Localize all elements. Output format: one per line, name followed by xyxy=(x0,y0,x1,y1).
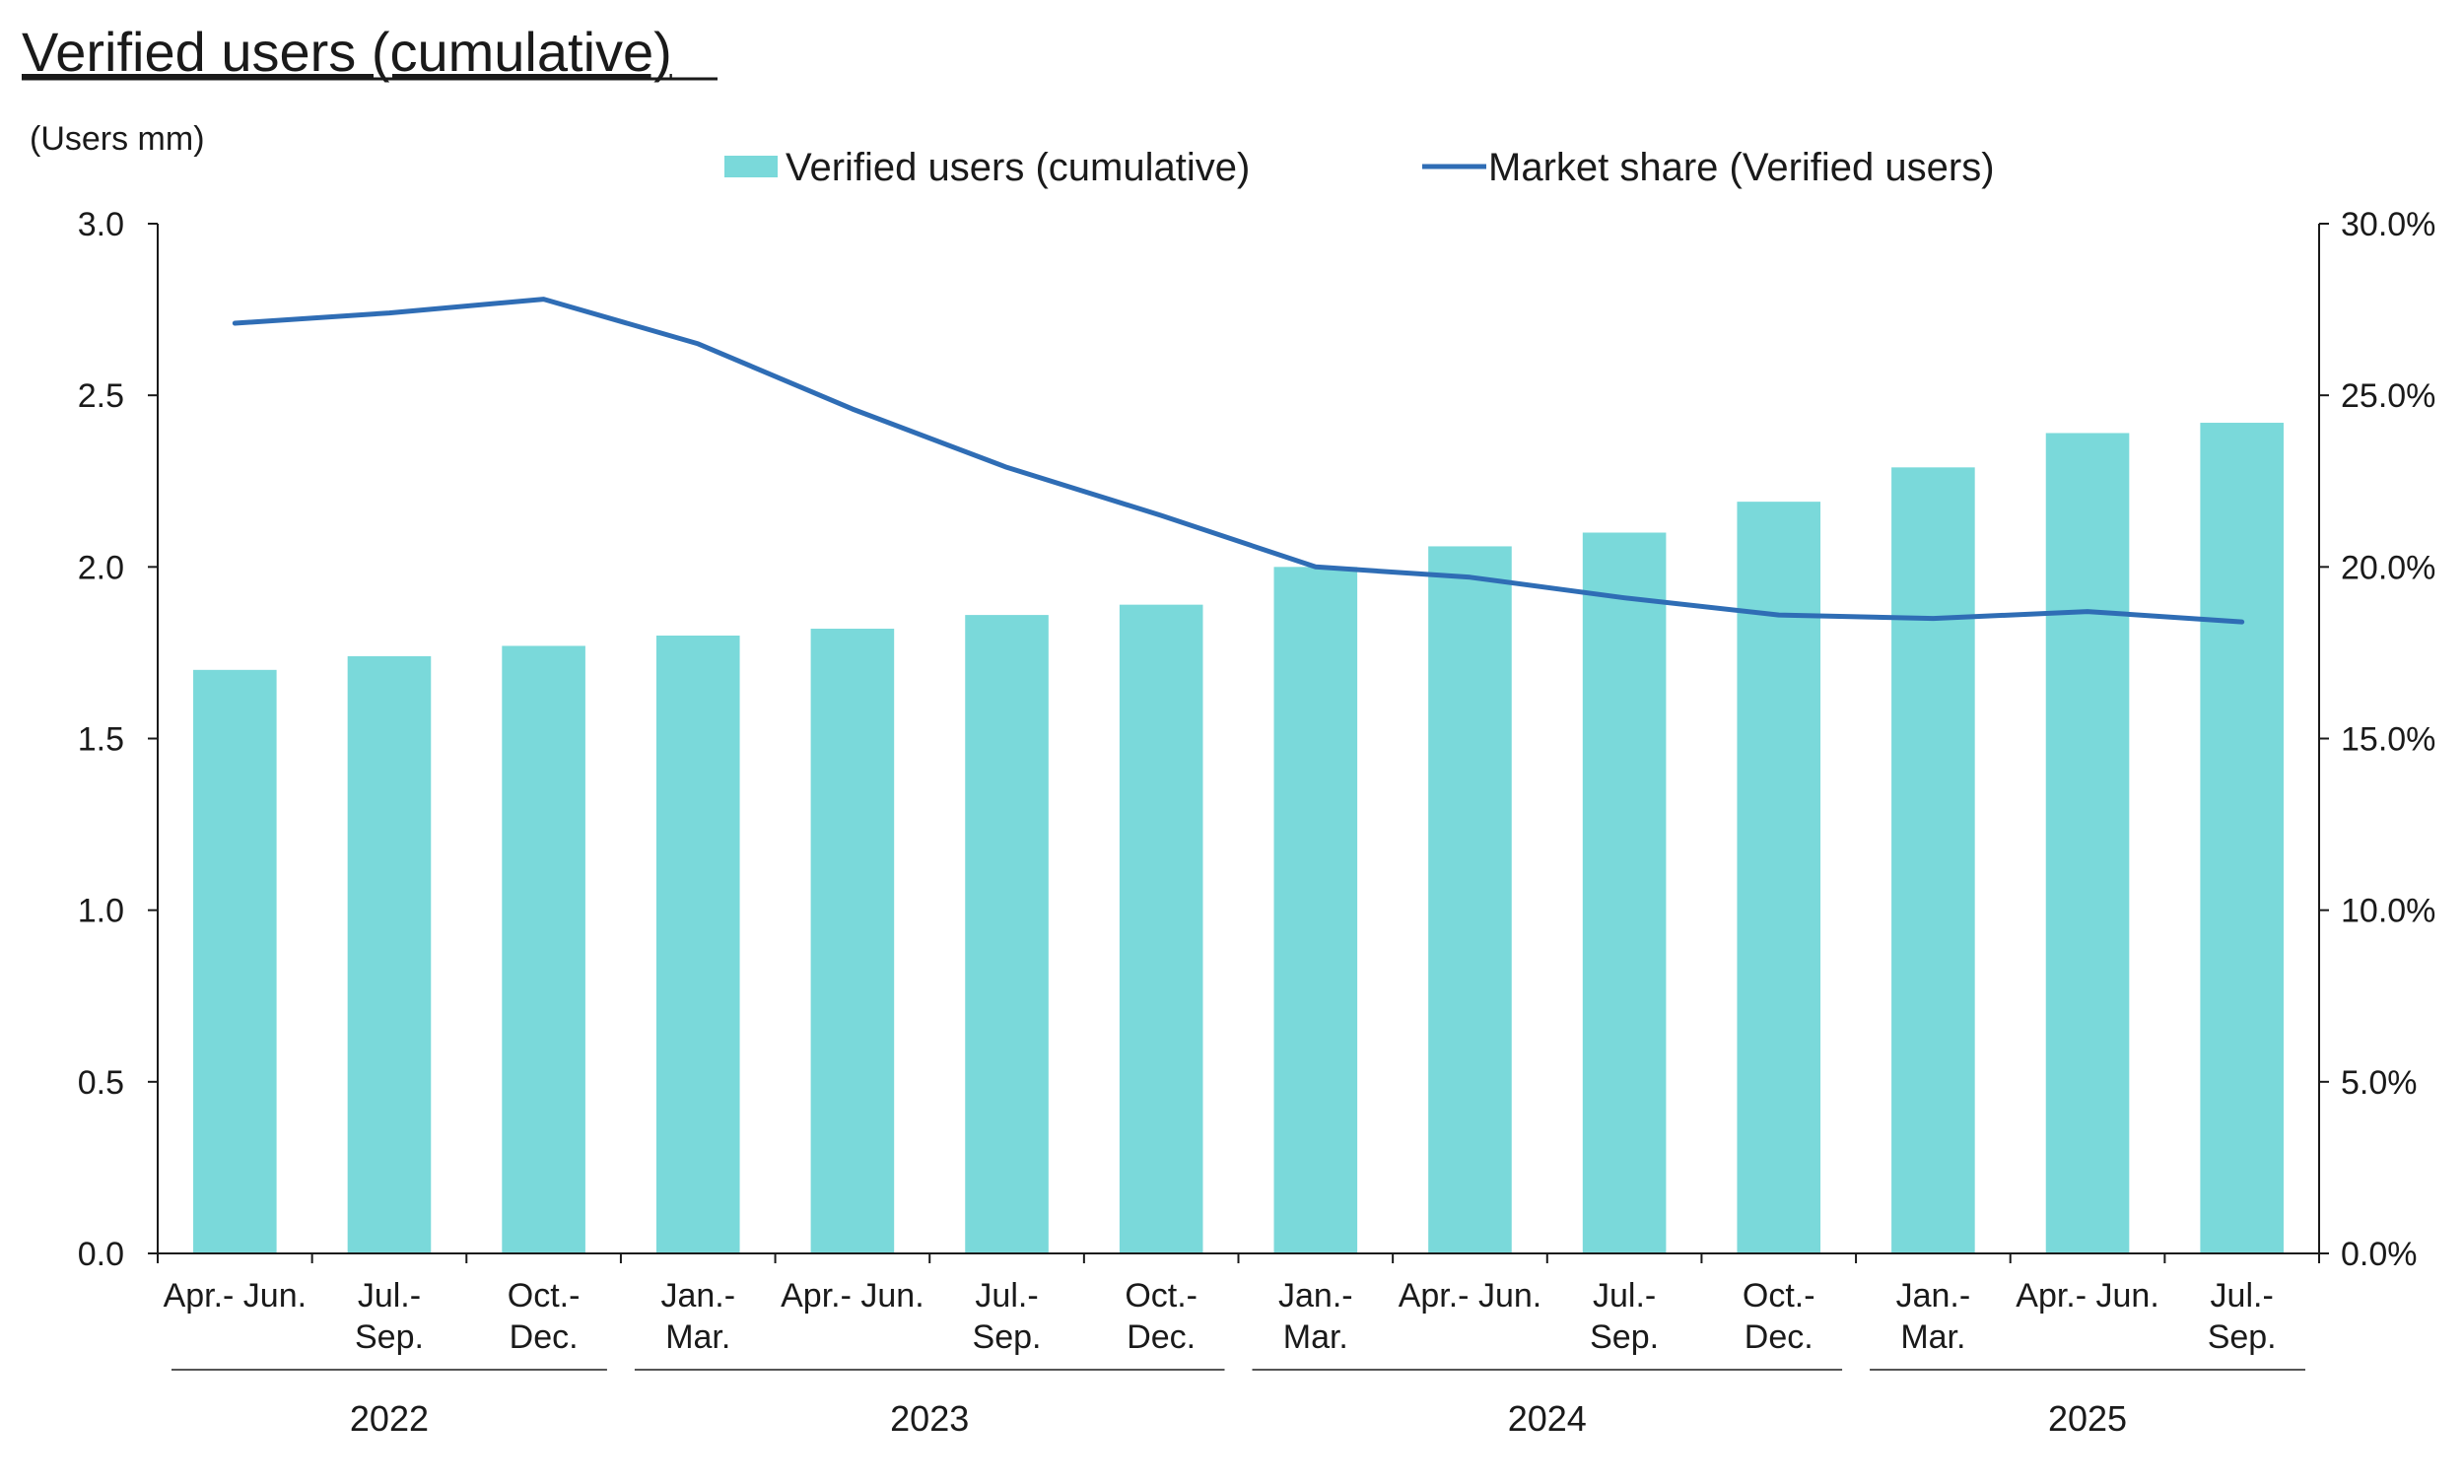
x-tick-label-9: Jul.-Sep. xyxy=(1590,1277,1659,1356)
bar-11 xyxy=(1891,467,1975,1254)
x-tick-label-1: Jul.-Sep. xyxy=(355,1277,424,1356)
y-unit-label: (Users mm) xyxy=(30,120,205,158)
line-point-6 xyxy=(1160,514,1163,517)
legend-bar-swatch xyxy=(724,156,778,177)
line-point-3 xyxy=(697,342,700,345)
line-point-13 xyxy=(2240,621,2243,624)
legend: Verified users (cumulative) Market share… xyxy=(724,146,1995,189)
line-point-8 xyxy=(1469,575,1472,578)
x-tick-label-7: Jan.-Mar. xyxy=(1278,1277,1353,1356)
bar-5 xyxy=(965,615,1049,1253)
bar-13 xyxy=(2200,423,2284,1253)
x-tick-label-0: Apr.- Jun. xyxy=(164,1277,308,1315)
x-tick-label-8: Apr.- Jun. xyxy=(1399,1277,1542,1315)
line-point-12 xyxy=(2087,610,2089,613)
bar-6 xyxy=(1119,604,1203,1253)
x-tick-label-2: Oct.-Dec. xyxy=(508,1277,581,1356)
bar-8 xyxy=(1428,546,1512,1253)
line-point-1 xyxy=(387,311,390,314)
legend-line-label: Market share (Verified users) xyxy=(1488,146,1995,189)
y-left-tick-label-5: 2.5 xyxy=(78,377,124,415)
bar-2 xyxy=(502,645,585,1253)
line-point-10 xyxy=(1777,614,1780,617)
bar-12 xyxy=(2045,433,2130,1253)
y-left-tick-label-0: 0.0 xyxy=(78,1236,124,1273)
year-label-2025: 2025 xyxy=(2048,1398,2127,1439)
y-left-tick-label-2: 1.0 xyxy=(78,893,124,930)
y-right-tick-label-6: 30.0% xyxy=(2341,206,2435,243)
bars-layer xyxy=(193,423,2284,1254)
line-point-9 xyxy=(1623,596,1626,599)
chart-title: Verified users (cumulative) xyxy=(22,21,672,83)
x-tick-label-12: Apr.- Jun. xyxy=(2016,1277,2159,1315)
x-tick-label-3: Jan.-Mar. xyxy=(660,1277,735,1356)
x-tick-label-10: Oct.-Dec. xyxy=(1743,1277,1815,1356)
y-left-tick-label-3: 1.5 xyxy=(78,721,124,759)
y-right-tick-label-5: 25.0% xyxy=(2341,377,2435,415)
axes-layer: 0.0 0.5 1.0 1.5 2.0 2.5 3.0 0.0% 5.0% 10.0% 15.0% 2… xyxy=(78,206,2436,1273)
x-tick-label-5: Jul.-Sep. xyxy=(973,1277,1042,1356)
year-label-2024: 2024 xyxy=(1508,1398,1587,1439)
x-tick-label-13: Jul.-Sep. xyxy=(2208,1277,2277,1356)
bar-4 xyxy=(810,629,895,1253)
line-layer xyxy=(232,297,2245,625)
line-point-2 xyxy=(542,298,545,301)
bar-1 xyxy=(347,655,432,1253)
year-label-2022: 2022 xyxy=(350,1398,429,1439)
y-left-tick-label-4: 2.0 xyxy=(78,549,124,586)
x-tick-label-6: Oct.-Dec. xyxy=(1125,1277,1198,1356)
bar-9 xyxy=(1582,532,1667,1253)
y-right-tick-label-3: 15.0% xyxy=(2341,721,2435,759)
bar-0 xyxy=(193,669,277,1253)
category-labels: Apr.- Jun. Jul.-Sep. Oct.-Dec. Jan.-Mar. Apr… xyxy=(164,1277,2277,1356)
year-groups: 2022 2023 2024 2025 xyxy=(171,1369,2305,1439)
bar-7 xyxy=(1273,567,1358,1253)
legend-bar-label: Verified users (cumulative) xyxy=(786,146,1250,189)
year-label-2023: 2023 xyxy=(890,1398,969,1439)
line-point-0 xyxy=(234,322,237,325)
y-right-tick-label-2: 10.0% xyxy=(2341,893,2435,930)
y-left-tick-label-1: 0.5 xyxy=(78,1064,124,1102)
line-point-7 xyxy=(1314,566,1317,569)
bar-10 xyxy=(1737,502,1821,1253)
y-right-tick-label-4: 20.0% xyxy=(2341,549,2435,586)
line-point-5 xyxy=(1005,466,1008,469)
y-left-tick-label-6: 3.0 xyxy=(78,206,124,243)
x-tick-label-4: Apr.- Jun. xyxy=(781,1277,924,1315)
y-right-tick-label-0: 0.0% xyxy=(2341,1236,2418,1273)
market-share-line xyxy=(232,297,2245,625)
y-right-tick-label-1: 5.0% xyxy=(2341,1064,2418,1102)
x-tick-label-11: Jan.-Mar. xyxy=(1896,1277,1971,1356)
bar-3 xyxy=(655,636,740,1253)
line-point-11 xyxy=(1932,617,1935,620)
line-point-4 xyxy=(851,408,854,411)
